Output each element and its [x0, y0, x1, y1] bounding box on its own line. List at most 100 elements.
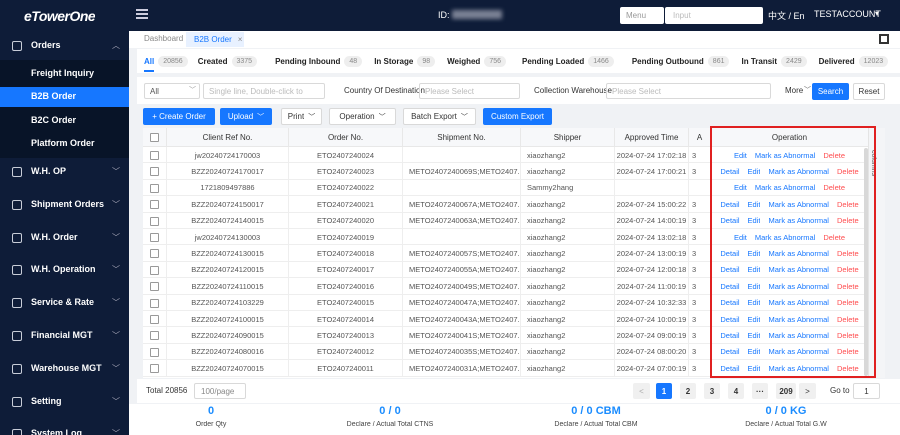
operation-link[interactable]: Delete: [836, 331, 859, 341]
operation-link[interactable]: Mark as Abnormal: [754, 232, 816, 242]
operation-link[interactable]: Edit: [747, 314, 761, 324]
menu-item[interactable]: Financial MGT: [31, 330, 93, 340]
operation-link[interactable]: Edit: [747, 298, 761, 308]
header-checkbox[interactable]: [150, 133, 159, 142]
operation-link[interactable]: Mark as Abnormal: [768, 347, 829, 357]
menu-search[interactable]: Input: [665, 7, 763, 24]
fullscreen[interactable]: [879, 34, 889, 44]
row-checkbox[interactable]: [150, 233, 159, 242]
row-checkbox[interactable]: [150, 183, 159, 193]
operation-link[interactable]: Mark as Abnormal: [768, 265, 829, 275]
operation-link[interactable]: Edit: [747, 363, 761, 373]
operation-link[interactable]: Delete: [836, 363, 859, 373]
reset-button[interactable]: Reset: [853, 83, 885, 100]
toolbar-button[interactable]: Operation ﹀: [329, 108, 396, 125]
operation-link[interactable]: Detail: [720, 314, 740, 324]
operation-link[interactable]: Detail: [720, 167, 740, 177]
menu-item[interactable]: Service & Rate: [31, 297, 95, 308]
row-checkbox[interactable]: [150, 249, 159, 259]
operation-link[interactable]: Delete: [836, 265, 859, 275]
page-button[interactable]: 4: [728, 383, 744, 399]
toolbar-button[interactable]: Print ﹀: [281, 108, 322, 125]
status-tab[interactable]: In Storage 98: [374, 55, 436, 67]
page-size[interactable]: 100/page: [194, 383, 246, 399]
operation-link[interactable]: Edit: [747, 331, 761, 341]
submenu-item[interactable]: B2C Order: [31, 114, 77, 125]
row-checkbox[interactable]: [150, 265, 159, 275]
language[interactable]: 中文 / En: [768, 11, 805, 21]
operation-link[interactable]: Delete: [836, 199, 859, 209]
status-tab[interactable]: Delivered 12023: [819, 55, 889, 67]
toolbar-button[interactable]: Batch Export ﹀: [403, 108, 476, 125]
menu-item[interactable]: Warehouse MGT: [31, 362, 102, 373]
row-checkbox[interactable]: [150, 151, 159, 160]
type-select[interactable]: All: [144, 83, 200, 99]
operation-link[interactable]: Mark as Abnormal: [768, 281, 829, 291]
page-button[interactable]: 209: [776, 383, 796, 399]
operation-link[interactable]: Detail: [720, 298, 740, 308]
page-button[interactable]: 2: [680, 383, 696, 399]
row-checkbox[interactable]: [150, 200, 159, 210]
search-input[interactable]: Single line, Double-click to: [203, 83, 325, 99]
operation-link[interactable]: Detail: [720, 347, 740, 357]
row-checkbox[interactable]: [150, 216, 159, 226]
menu-item[interactable]: W.H. Operation: [31, 264, 96, 275]
operation-link[interactable]: Delete: [823, 232, 846, 242]
row-checkbox[interactable]: [150, 347, 159, 357]
operation-link[interactable]: Mark as Abnormal: [768, 249, 829, 259]
tab-active[interactable]: B2B Order ×: [186, 32, 244, 47]
operation-link[interactable]: Mark as Abnormal: [768, 199, 829, 209]
submenu-item[interactable]: Freight Inquiry: [31, 68, 94, 78]
operation-link[interactable]: Edit: [747, 216, 761, 226]
operation-link[interactable]: Edit: [747, 199, 761, 209]
row-checkbox[interactable]: [150, 167, 159, 177]
operation-link[interactable]: Detail: [720, 199, 740, 209]
page-next[interactable]: >: [799, 383, 816, 399]
operation-link[interactable]: Delete: [823, 183, 846, 193]
submenu-item[interactable]: B2B Order: [31, 91, 77, 102]
operation-link[interactable]: Delete: [836, 167, 859, 177]
operation-link[interactable]: Detail: [720, 331, 740, 341]
column-settings[interactable]: columns: [870, 150, 877, 177]
page-button[interactable]: ···: [752, 383, 768, 399]
operation-link[interactable]: Detail: [720, 281, 740, 291]
page-prev[interactable]: <: [633, 383, 650, 399]
operation-link[interactable]: Mark as Abnormal: [768, 167, 829, 177]
search-button[interactable]: Search: [812, 83, 849, 100]
operation-link[interactable]: Mark as Abnormal: [768, 363, 829, 373]
operation-link[interactable]: Mark as Abnormal: [754, 183, 816, 193]
operation-link[interactable]: Delete: [836, 216, 859, 226]
submenu-item[interactable]: Platform Order: [31, 137, 95, 148]
account[interactable]: TESTACCOUNT: [814, 9, 881, 19]
more[interactable]: More: [785, 86, 804, 95]
row-checkbox[interactable]: [150, 315, 159, 324]
toolbar-button[interactable]: Custom Export: [483, 108, 552, 125]
status-tab[interactable]: All 20856: [144, 55, 188, 67]
menu-item[interactable]: W.H. Order: [31, 231, 78, 242]
operation-link[interactable]: Edit: [747, 281, 761, 291]
operation-link[interactable]: Detail: [720, 265, 740, 275]
operation-link[interactable]: Mark as Abnormal: [768, 314, 829, 324]
operation-link[interactable]: Mark as Abnormal: [768, 216, 829, 226]
status-tab[interactable]: Weighed 756: [447, 55, 506, 67]
operation-link[interactable]: Mark as Abnormal: [754, 150, 816, 160]
status-tab[interactable]: Pending Inbound 48: [275, 55, 363, 67]
menu-item[interactable]: System Log: [31, 428, 83, 435]
operation-link[interactable]: Edit: [733, 232, 747, 242]
operation-link[interactable]: Delete: [823, 150, 846, 160]
operation-link[interactable]: Edit: [747, 249, 761, 259]
operation-link[interactable]: Edit: [733, 150, 747, 160]
operation-link[interactable]: Edit: [733, 183, 747, 193]
tab[interactable]: Dashboard: [144, 34, 184, 43]
operation-link[interactable]: Detail: [720, 216, 740, 226]
status-tab[interactable]: Created 3375: [198, 55, 258, 67]
row-checkbox[interactable]: [150, 298, 159, 308]
operation-link[interactable]: Delete: [836, 347, 859, 357]
operation-link[interactable]: Delete: [836, 249, 859, 259]
menu-item[interactable]: W.H. OP: [31, 166, 67, 176]
country-select[interactable]: Please Select: [419, 83, 520, 99]
operation-link[interactable]: Mark as Abnormal: [768, 298, 829, 308]
operation-link[interactable]: Delete: [836, 281, 859, 291]
menu-item[interactable]: Orders: [31, 40, 61, 50]
goto-input[interactable]: 1: [853, 383, 880, 399]
